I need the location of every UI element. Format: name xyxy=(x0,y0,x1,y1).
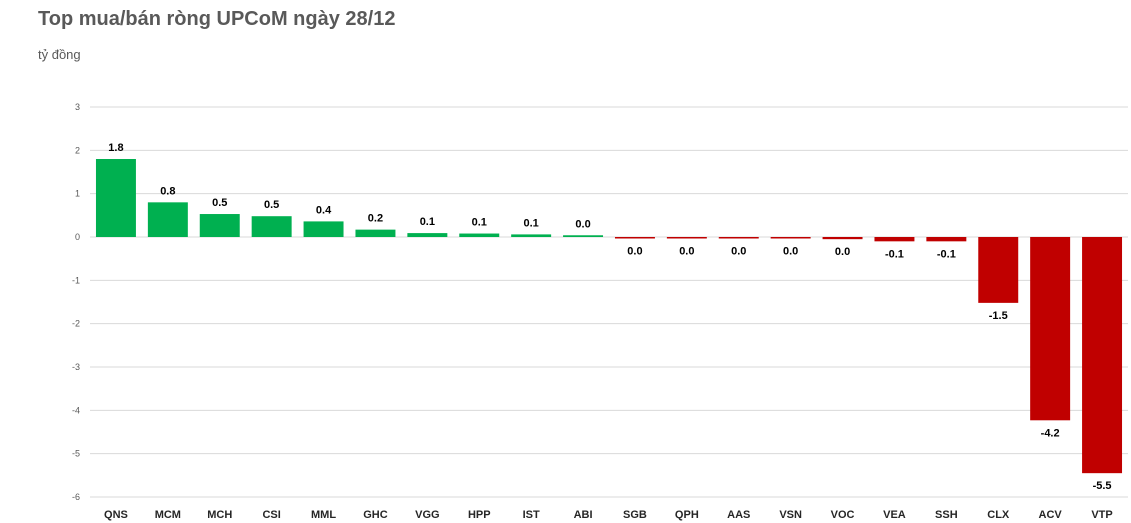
data-label: 0.0 xyxy=(575,218,590,230)
y-tick-label: 1 xyxy=(75,189,80,199)
x-tick-label: MCH xyxy=(207,509,232,521)
data-label: -4.2 xyxy=(1041,427,1060,439)
x-tick-label: VEA xyxy=(883,509,906,521)
chart-title: Top mua/bán ròng UPCoM ngày 28/12 xyxy=(38,8,396,30)
bar-vgg xyxy=(407,233,448,237)
data-labels: 1.8 0.8 0.5 0.5 0.4 0.2 0.1 0.1 0.1 0.0 0.0 0.0 0.0 0… xyxy=(108,142,1111,492)
data-label: 0.1 xyxy=(420,216,435,228)
bar-acv xyxy=(1030,237,1071,421)
y-tick-label: 0 xyxy=(75,232,80,242)
data-label: 0.0 xyxy=(835,246,850,258)
bar-csi xyxy=(251,216,292,237)
data-label: 0.8 xyxy=(160,185,175,197)
x-tick-label: HPP xyxy=(468,509,491,521)
x-tick-label: ABI xyxy=(574,509,593,521)
x-tick-label: GHC xyxy=(363,509,388,521)
x-tick-label: VSN xyxy=(779,509,802,521)
data-label: 0.0 xyxy=(679,246,694,258)
bars xyxy=(95,159,1123,474)
bar-vsn xyxy=(770,237,811,239)
x-tick-label: SGB xyxy=(623,509,647,521)
bar-sgb xyxy=(614,237,655,239)
bar-qph xyxy=(666,237,707,239)
y-tick-label: 3 xyxy=(75,102,80,112)
bar-abi xyxy=(563,235,604,237)
y-tick-label: -2 xyxy=(72,319,80,329)
bar-ist xyxy=(511,234,552,237)
y-tick-label: -4 xyxy=(72,405,80,415)
bar-mml xyxy=(303,221,344,237)
x-tick-label: IST xyxy=(523,509,540,521)
x-tick-label: SSH xyxy=(935,509,958,521)
x-tick-label: CLX xyxy=(987,509,1010,521)
y-tick-label: 2 xyxy=(75,145,80,155)
data-label: 0.0 xyxy=(731,246,746,258)
x-tick-label: ACV xyxy=(1039,509,1063,521)
data-label: 0.1 xyxy=(472,217,487,229)
y-axis-ticks: 3 2 1 0 -1 -2 -3 -4 -5 -6 xyxy=(72,102,80,502)
data-label: -0.1 xyxy=(885,248,904,260)
bar-voc xyxy=(822,237,863,240)
bar-aas xyxy=(718,237,759,239)
data-label: 0.0 xyxy=(783,246,798,258)
data-label: 0.2 xyxy=(368,213,383,225)
data-label: 0.0 xyxy=(627,246,642,258)
y-tick-label: -5 xyxy=(72,449,80,459)
x-tick-label: AAS xyxy=(727,509,750,521)
y-tick-label: -6 xyxy=(72,492,80,502)
x-tick-label: CSI xyxy=(262,509,280,521)
data-label: 0.5 xyxy=(212,197,227,209)
bar-vtp xyxy=(1082,237,1123,474)
unit-label: tỷ đồng xyxy=(38,47,81,62)
x-tick-label: MML xyxy=(311,509,336,521)
x-axis-categories: QNS MCM MCH CSI MML GHC VGG HPP IST ABI SGB QPH AAS V… xyxy=(104,509,1113,521)
x-tick-label: VTP xyxy=(1091,509,1112,521)
y-tick-label: -3 xyxy=(72,362,80,372)
x-tick-label: QPH xyxy=(675,509,699,521)
x-tick-label: VGG xyxy=(415,509,439,521)
bar-mch xyxy=(199,214,240,237)
data-label: -0.1 xyxy=(937,248,956,260)
x-tick-label: VOC xyxy=(831,509,855,521)
x-tick-label: QNS xyxy=(104,509,128,521)
data-label: 1.8 xyxy=(108,142,123,154)
data-label: 0.4 xyxy=(316,204,332,216)
bar-ghc xyxy=(355,229,396,237)
data-label: 0.1 xyxy=(524,217,539,229)
bar-qns xyxy=(95,159,136,237)
bar-ssh xyxy=(926,237,967,242)
bar-clx xyxy=(978,237,1019,303)
bar-mcm xyxy=(147,202,188,237)
bar-vea xyxy=(874,237,915,242)
data-label: -1.5 xyxy=(989,310,1008,322)
gridlines xyxy=(90,106,1128,498)
y-tick-label: -1 xyxy=(72,275,80,285)
data-label: 0.5 xyxy=(264,199,279,211)
x-tick-label: MCM xyxy=(155,509,181,521)
data-label: -5.5 xyxy=(1093,480,1112,492)
bar-hpp xyxy=(459,233,500,237)
